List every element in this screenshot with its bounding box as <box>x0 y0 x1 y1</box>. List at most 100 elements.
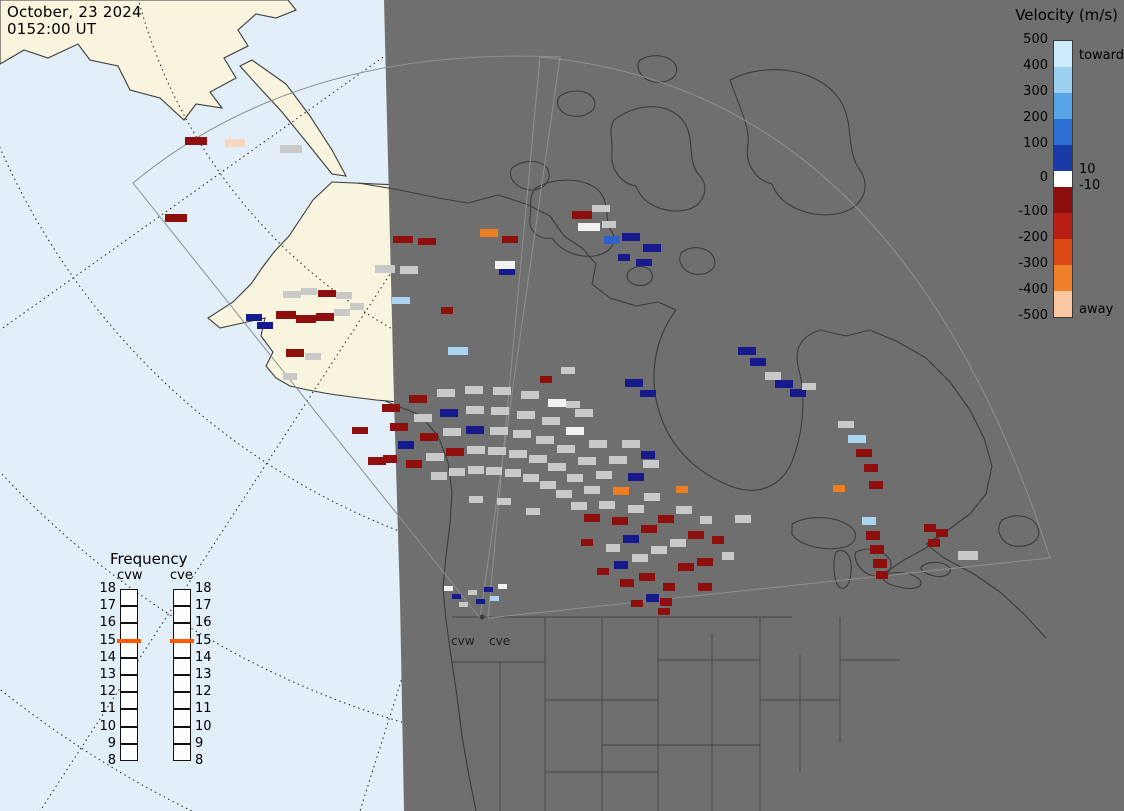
frequency-tick-label: 17 <box>99 598 116 614</box>
echo-cell <box>443 428 461 436</box>
frequency-tick-label: 13 <box>99 667 116 682</box>
echo-cell <box>612 517 628 525</box>
frequency-cell <box>120 709 138 727</box>
frequency-cell <box>173 692 191 710</box>
echo-cell <box>336 292 352 299</box>
velocity-band <box>1054 119 1072 145</box>
echo-cell <box>296 315 316 323</box>
velocity-tick-label: 100 <box>1023 136 1048 151</box>
lake-erie <box>882 571 922 590</box>
echo-cell <box>540 376 552 383</box>
echo-cell <box>678 563 694 571</box>
echo-cell <box>165 214 187 222</box>
echo-cell <box>735 515 751 523</box>
frequency-tick-label: 10 <box>99 718 116 734</box>
echo-cell <box>636 259 652 266</box>
echo-cell <box>663 583 675 591</box>
echo-cell <box>468 590 477 595</box>
frequency-cell <box>173 743 191 761</box>
echo-cell <box>651 546 667 554</box>
lake-superior <box>791 517 857 550</box>
frequency-tick-label: 11 <box>195 701 212 717</box>
echo-cell <box>775 380 793 388</box>
echo-cell <box>490 596 499 601</box>
frequency-cell <box>173 606 191 624</box>
cvw-fov-outline <box>132 55 561 620</box>
echo-cell <box>622 233 640 241</box>
echo-cell <box>449 468 465 476</box>
echo-cell <box>833 485 845 492</box>
echo-cell <box>623 535 639 543</box>
frequency-tick-label: 8 <box>195 753 204 768</box>
echo-cell <box>864 464 878 472</box>
frequency-tick-label: 17 <box>195 598 212 614</box>
frequency-cell <box>173 674 191 693</box>
echo-cell <box>958 551 978 560</box>
echo-cell <box>480 229 498 237</box>
pacific-coast <box>384 400 477 811</box>
frequency-legend-title: Frequency <box>110 550 188 568</box>
echo-cell <box>924 524 936 532</box>
echo-cell <box>526 508 540 515</box>
echo-cell <box>698 583 712 591</box>
echo-cell <box>486 467 502 475</box>
echo-cell <box>589 440 607 448</box>
echo-cell <box>599 501 615 509</box>
frequency-tick-label: 10 <box>195 718 212 734</box>
echo-cell <box>613 487 629 495</box>
frequency-cell <box>120 674 138 693</box>
echo-cell <box>572 211 592 219</box>
timestamp: October, 23 2024 0152:00 UT <box>7 4 142 38</box>
echo-cell <box>578 457 596 465</box>
echo-cell <box>604 236 620 244</box>
echo-cell <box>597 568 609 575</box>
arctic-island <box>729 69 866 216</box>
velocity-band <box>1054 187 1072 213</box>
echo-cell <box>566 401 580 408</box>
velocity-tick-label: -500 <box>1018 308 1048 323</box>
toward-label: toward <box>1079 48 1124 63</box>
frequency-marker <box>117 638 141 643</box>
night-region <box>384 0 1124 811</box>
frequency-cell <box>120 657 138 675</box>
echo-cell <box>409 395 427 403</box>
cve-fov-outline <box>487 56 1051 619</box>
echo-cell <box>869 481 883 489</box>
echo-cell <box>575 409 593 417</box>
echo-cell <box>936 529 948 537</box>
echo-cell <box>466 426 484 434</box>
frequency-tick-label: 9 <box>107 735 116 751</box>
echo-cell <box>584 486 600 494</box>
echo-cell <box>334 309 350 316</box>
echo-cell <box>606 544 620 552</box>
velocity-band <box>1054 145 1072 171</box>
frequency-cell <box>173 589 191 607</box>
velocity-tick-label: 200 <box>1023 110 1048 125</box>
radar-site-dot <box>479 614 485 620</box>
echo-cell <box>542 417 560 425</box>
arctic-island <box>679 247 716 275</box>
echo-cell <box>658 608 670 615</box>
frequency-right-tick-labels: 18 17 16 15 14 13 12 11 10 9 8 <box>195 0 221 811</box>
echo-cell <box>643 244 661 252</box>
echo-cell <box>556 490 572 498</box>
echo-cell <box>632 554 648 562</box>
chukotka-landmass <box>0 0 297 121</box>
echo-cell <box>286 349 304 357</box>
echo-cell <box>644 493 660 501</box>
frequency-cell <box>120 692 138 710</box>
frequency-tick-label: 15 <box>99 632 116 648</box>
threshold-pos-label: 10 <box>1079 162 1096 177</box>
echo-cell <box>488 447 506 455</box>
echo-cell <box>280 145 302 153</box>
frequency-tick-label: 14 <box>195 649 212 665</box>
echo-cell <box>876 571 888 579</box>
echo-cell <box>641 525 657 533</box>
echo-cell <box>476 599 485 604</box>
velocity-band <box>1054 171 1072 187</box>
echo-cell <box>618 254 630 261</box>
velocity-tick-label: -300 <box>1018 256 1048 271</box>
echo-cell <box>712 536 724 544</box>
frequency-tick-label: 11 <box>99 701 116 717</box>
